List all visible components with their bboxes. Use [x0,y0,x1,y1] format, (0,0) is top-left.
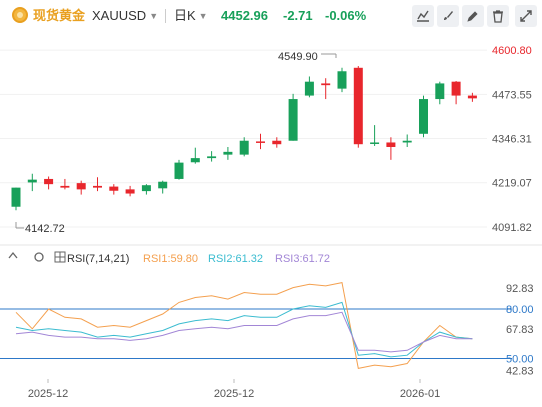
fullscreen-icon[interactable] [515,5,537,27]
collapse-icon[interactable] [8,251,18,259]
candle-body [60,185,70,188]
candle-body [402,140,412,143]
low-price-label: 4142.72 [25,223,65,235]
candle-body [304,81,314,96]
date-tick-label: 2025-12 [28,388,68,400]
candle-body [174,162,184,179]
price-tick-label: 4219.07 [492,178,532,190]
high-price-label: 4549.90 [278,51,318,63]
date-tick-label: 2025-12 [214,388,254,400]
candle-body [353,67,363,145]
rsi-indicator-name: RSI(7,14,21) [67,253,129,265]
candle-body [451,81,461,96]
candle-body [223,151,233,155]
candle-body [93,185,102,188]
price-tick-label: 4473.55 [492,89,532,101]
instrument-name: 现货黄金 [33,8,86,23]
candle-body [256,141,265,143]
candle-body [239,140,249,155]
candle-body [27,179,37,183]
candle-body [386,142,396,147]
rsi-tick-label: 67.83 [506,324,534,336]
date-tick-label: 2026-01 [400,388,440,400]
rsi1-label: RSI1:59.80 [143,253,198,265]
candle-body [11,187,21,207]
settings-line-icon[interactable] [412,5,434,27]
header-divider [165,9,166,23]
pencil-icon[interactable] [462,5,484,27]
candle-body [419,99,428,134]
price-tick-label: 4091.82 [492,222,532,234]
rsi-line-rsi3 [15,311,473,353]
symbol-label: XAUUSD [92,8,147,23]
rsi-tick-label: 80.00 [506,304,534,316]
rsi2-label: RSI2:61.32 [208,253,263,265]
candlestick-series [11,66,477,211]
rsi-lines [15,282,473,369]
candle-body [109,186,119,191]
candle-body [125,189,135,194]
trash-icon[interactable] [487,5,509,27]
candle-body [337,71,347,89]
rsi-line-rsi2 [15,301,473,358]
candle-body [76,183,86,190]
gold-coin-icon [12,7,28,23]
candle-body [321,83,331,86]
price-tick-label: 4600.80 [492,45,532,57]
rsi-guide-lines [0,308,512,360]
chevron-down-icon: ▼ [198,11,208,21]
brush-icon[interactable] [437,5,459,27]
price-axis: 4600.80 4473.55 4346.31 4219.07 4091.82 [492,45,532,234]
candle-body [288,99,298,141]
last-price: 4452.96 [221,8,268,23]
date-axis: 2025-12 2025-12 2026-01 [28,379,440,400]
price-change: -2.71 [283,8,313,23]
rsi3-label: RSI3:61.72 [275,253,330,265]
candle-body [190,158,200,163]
candle-body [158,181,168,189]
price-tick-label: 4346.31 [492,134,532,146]
period-label: 日K [174,8,196,23]
chevron-down-icon: ▼ [149,11,159,21]
candle-body [435,83,445,100]
chart-grid [0,49,487,228]
rsi-tick-label: 50.00 [506,354,534,366]
rsi-line-rsi1 [15,282,473,369]
rsi-tick-label: 92.83 [506,283,534,295]
price-change-percent: -0.06% [325,8,367,23]
candle-body [207,156,217,159]
header: 现货黄金 XAUUSD ▼ 日K ▼ 4452.96 -2.71 -0.06% [0,0,542,32]
indicator-settings-icon[interactable] [34,252,44,262]
symbol-selector[interactable]: XAUUSD ▼ [92,8,158,24]
candle-body [467,95,477,99]
candle-body [272,140,282,145]
rsi-legend: RSI(7,14,21) RSI1:59.80 RSI2:61.32 RSI3:… [8,251,330,265]
candle-body [44,178,54,185]
candle-body [141,185,151,192]
rsi-tick-label: 42.83 [506,365,534,377]
period-selector[interactable]: 日K ▼ [174,8,208,24]
candle-body [370,142,380,144]
